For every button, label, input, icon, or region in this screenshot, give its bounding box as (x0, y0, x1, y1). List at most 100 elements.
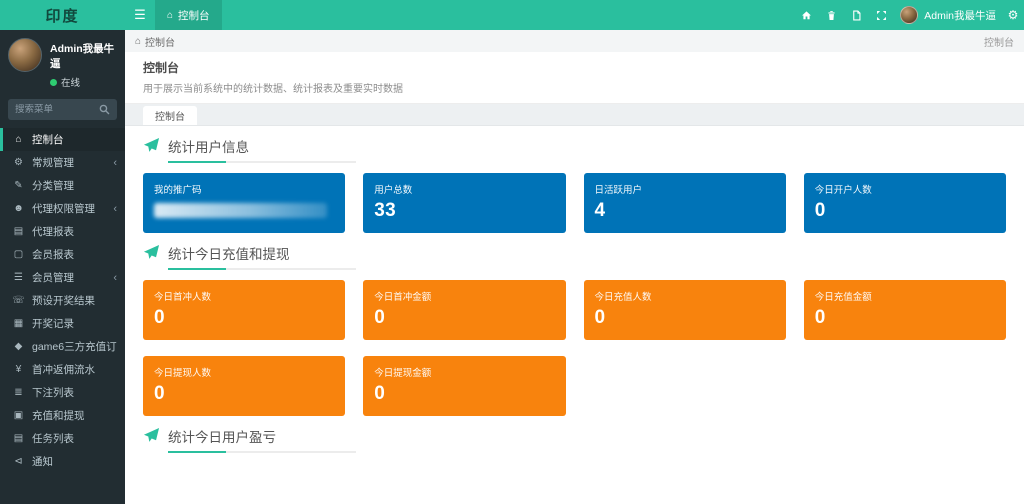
recharge-stats-row-2: 今日提现人数 0 今日提现金额 0 (125, 352, 1024, 416)
pencil-icon: ✎ (14, 180, 23, 191)
sidebar-item-category-manage[interactable]: ✎ 分类管理 (0, 174, 125, 197)
home-button[interactable] (794, 0, 819, 30)
fullscreen-icon (877, 10, 887, 20)
home-icon: ⌂ (135, 35, 142, 47)
page-header: 控制台 用于展示当前系统中的统计数据、统计报表及重要实时数据 (125, 52, 1024, 104)
yen-icon: ¥ (15, 364, 22, 375)
user-avatar[interactable] (8, 38, 42, 72)
chevron-left-icon: ‹ (113, 156, 117, 169)
sidebar-search (8, 99, 117, 120)
tab-dashboard[interactable]: 控制台 (143, 106, 197, 125)
sidebar-username: Admin我最牛逼 (50, 43, 115, 70)
home-icon: ⌂ (167, 9, 174, 21)
book-icon: ▤ (13, 433, 24, 444)
sidebar-item-agent-report[interactable]: ▤ 代理报表 (13, 226, 74, 238)
redacted-promo-url (154, 203, 328, 218)
online-status: 在线 (50, 75, 117, 89)
gears-icon: ⚙ (14, 157, 23, 168)
settings-button[interactable]: ⚙ (1002, 0, 1024, 30)
user-stats-row: 我的推广码 用户总数 33 日活跃用户 4 今日开户人数 0 (125, 169, 1024, 233)
avatar (900, 6, 919, 24)
page-description: 用于展示当前系统中的统计数据、统计报表及重要实时数据 (143, 84, 403, 95)
sidebar-menu: ⌂ 控制台 ⚙ 常规管理 ‹ ✎ 分类管理 ☻ 代理权限管理 ‹ ▤ 代理报表 (0, 128, 125, 504)
megaphone-icon: ⊲ (14, 456, 23, 467)
sidebar-item-member-report[interactable]: ▢ 会员报表 (13, 249, 74, 261)
clear-cache-button[interactable] (819, 0, 844, 30)
stat-card-daily-active-users: 日活跃用户 4 (583, 173, 786, 233)
stat-card-first-recharge-count: 今日首冲人数 0 (143, 280, 346, 340)
document-icon (853, 9, 861, 21)
recharge-stats-row-1: 今日首冲人数 0 今日首冲金额 0 今日充值人数 0 今日充值金额 0 (125, 276, 1024, 340)
stat-card-new-accounts-today: 今日开户人数 0 (803, 173, 1006, 233)
home-icon: ⌂ (15, 134, 22, 145)
section-title: 统计用户信息 (168, 140, 249, 155)
section-recharge-header: 统计今日充值和提现 (125, 233, 1024, 276)
report-icon: ▤ (13, 226, 24, 237)
sidebar-item-game6-recharge-order[interactable]: ◆ game6三方充值订单 (0, 335, 125, 358)
users-icon: ☻ (13, 203, 24, 214)
paper-plane-icon (143, 137, 160, 152)
chevron-left-icon: ‹ (113, 202, 117, 215)
paper-plane-icon (143, 244, 160, 259)
diamond-icon: ◆ (14, 341, 23, 352)
search-icon[interactable] (99, 104, 110, 115)
sidebar-item-dashboard[interactable]: ⌂ 控制台 (0, 128, 125, 151)
stat-card-total-users: 用户总数 33 (363, 173, 566, 233)
page-title: 控制台 (143, 61, 180, 75)
chevron-left-icon: ‹ (113, 271, 117, 284)
sidebar-item-lottery-record[interactable]: ▦ 开奖记录 (13, 318, 74, 330)
file-icon: ▢ (13, 249, 24, 260)
card-icon: ▣ (13, 410, 24, 421)
main-area: ☰ ⌂ 控制台 Admin我最牛 (125, 0, 1024, 504)
topbar-username: Admin我最牛逼 (924, 9, 996, 22)
stat-card-first-recharge-amount: 今日首冲金额 0 (363, 280, 566, 340)
fullscreen-button[interactable] (869, 0, 894, 30)
sidebar-item-notice[interactable]: ⊲ 通知 (0, 450, 125, 473)
check-update-button[interactable] (844, 0, 869, 30)
breadcrumb-location[interactable]: 控制台 (145, 37, 176, 49)
sidebar-item-task-list[interactable]: ▤ 任务列表 (13, 433, 74, 445)
menu-search-input[interactable] (15, 104, 95, 115)
stat-card-withdraw-count: 今日提现人数 0 (143, 356, 346, 416)
tab-strip: 控制台 (125, 104, 1024, 126)
topbar-user-menu[interactable]: Admin我最牛逼 (894, 6, 1002, 24)
topbar-actions (794, 0, 894, 30)
sidebar-item-first-recharge-rebate[interactable]: ¥ 首冲返佣流水 (0, 358, 125, 381)
sidebar-user-panel: Admin我最牛逼 在线 (0, 30, 125, 93)
app-logo: 印度 (0, 0, 125, 30)
stat-card-recharge-amount: 今日充值金额 0 (803, 280, 1006, 340)
trash-icon (828, 10, 835, 20)
sidebar-item-recharge-withdraw[interactable]: ▣ 充值和提现 (13, 410, 85, 422)
section-title: 统计今日用户盈亏 (168, 430, 276, 445)
sidebar-item-agent-permission[interactable]: ☻ 代理权限管理 ‹ (13, 202, 117, 216)
paper-plane-icon (143, 427, 160, 442)
breadcrumb-page-title: 控制台 (984, 37, 1014, 49)
hamburger-icon[interactable]: ☰ (134, 7, 146, 22)
list-icon: ☰ (14, 272, 23, 283)
dashboard-content: 统计用户信息 我的推广码 用户总数 33 日活跃用户 4 今日开 (125, 126, 1024, 454)
tab-dashboard-topbar[interactable]: ⌂ 控制台 (155, 0, 222, 30)
sidebar-item-preset-lottery-result[interactable]: ☏ 预设开奖结果 (12, 295, 95, 307)
sidebar-item-general-manage[interactable]: ⚙ 常规管理 ‹ (0, 151, 125, 174)
stat-card-promo-code: 我的推广码 (143, 173, 346, 233)
section-user-stats-header: 统计用户信息 (125, 126, 1024, 169)
breadcrumb: ⌂ 控制台 控制台 (125, 30, 1024, 52)
stat-card-withdraw-amount: 今日提现金额 0 (363, 356, 566, 416)
section-underline (168, 451, 356, 453)
section-underline (168, 268, 356, 270)
gear-icon: ⚙ (1007, 8, 1019, 22)
section-underline (168, 161, 356, 163)
home-icon (802, 10, 812, 19)
phone-icon: ☏ (12, 295, 25, 306)
online-dot-icon (50, 78, 57, 86)
sidebar-item-bet-list[interactable]: ≣ 下注列表 (0, 381, 125, 404)
rows-icon: ≣ (14, 387, 23, 398)
sidebar-item-member-manage[interactable]: ☰ 会员管理 ‹ (0, 266, 125, 289)
topbar: ☰ ⌂ 控制台 Admin我最牛 (125, 0, 1024, 30)
section-title: 统计今日充值和提现 (168, 247, 290, 262)
sidebar: 印度 Admin我最牛逼 在线 ⌂ 控制台 (0, 0, 125, 504)
calendar-icon: ▦ (13, 318, 24, 329)
section-profit-header: 统计今日用户盈亏 (125, 416, 1024, 454)
stat-card-recharge-count: 今日充值人数 0 (583, 280, 786, 340)
